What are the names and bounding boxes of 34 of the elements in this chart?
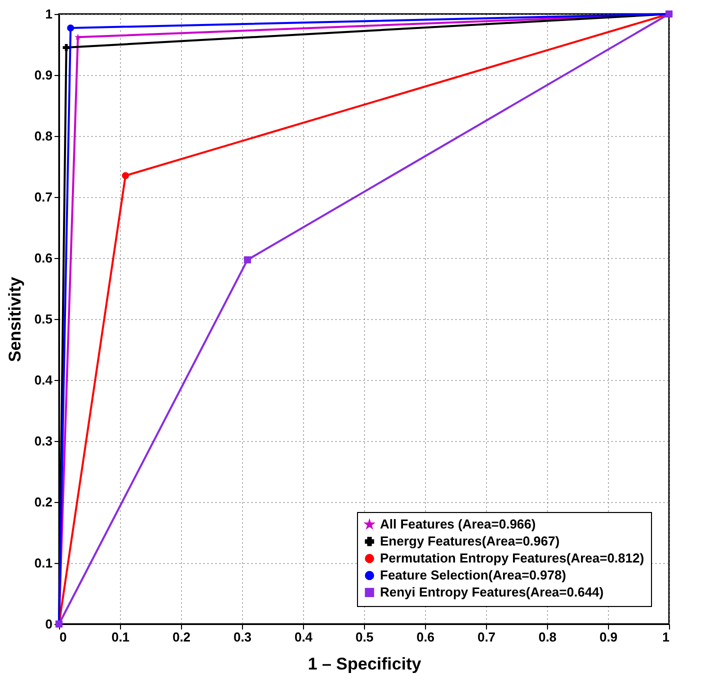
y-axis-title: Sensitivity <box>5 276 24 362</box>
point <box>67 24 74 32</box>
y-tick-label: 0 <box>45 616 52 632</box>
point <box>122 172 130 180</box>
x-tick-label: 0.9 <box>599 630 618 644</box>
y-tick-label: 0.4 <box>34 372 54 388</box>
point <box>74 34 82 40</box>
x-tick-label: 0 <box>60 630 67 644</box>
y-tick-label: 0.5 <box>34 312 52 326</box>
x-tick-label: 0.3 <box>233 630 252 644</box>
y-tick-label: 0.9 <box>34 68 52 82</box>
legend-label: Renyi Entropy Features(Area=0.644) <box>380 584 604 600</box>
x-tick-label: 0.8 <box>538 630 557 644</box>
y-tick-label: 0.7 <box>34 190 52 204</box>
x-tick-label: 0.5 <box>355 630 374 644</box>
x-axis-title: 1 – Specificity <box>308 654 422 674</box>
x-tick-label: 0.2 <box>172 630 191 644</box>
x-tick-label: 0.4 <box>294 630 314 644</box>
y-tick-label: 0.6 <box>34 250 52 266</box>
y-tick-label: 0.3 <box>34 434 52 448</box>
x-tick-label: 1 <box>662 630 670 644</box>
point <box>244 256 252 264</box>
y-tick-label: 0.2 <box>34 494 52 510</box>
y-tick-label: 0.8 <box>34 128 52 144</box>
y-tick-label: 0.1 <box>34 556 52 570</box>
x-tick-label: 0.7 <box>477 630 496 644</box>
legend-label: Permutation Entropy Features(Area=0.812) <box>380 550 644 566</box>
legend-label: Feature Selection(Area=0.978) <box>380 568 566 582</box>
legend-label: Energy Features(Area=0.967) <box>380 534 560 548</box>
x-tick-label: 0.1 <box>111 630 130 644</box>
x-tick-label: 0.6 <box>416 630 435 644</box>
legend-label: All Features (Area=0.966) <box>380 516 536 532</box>
point <box>62 44 70 52</box>
y-tick-label: 1 <box>45 6 52 22</box>
